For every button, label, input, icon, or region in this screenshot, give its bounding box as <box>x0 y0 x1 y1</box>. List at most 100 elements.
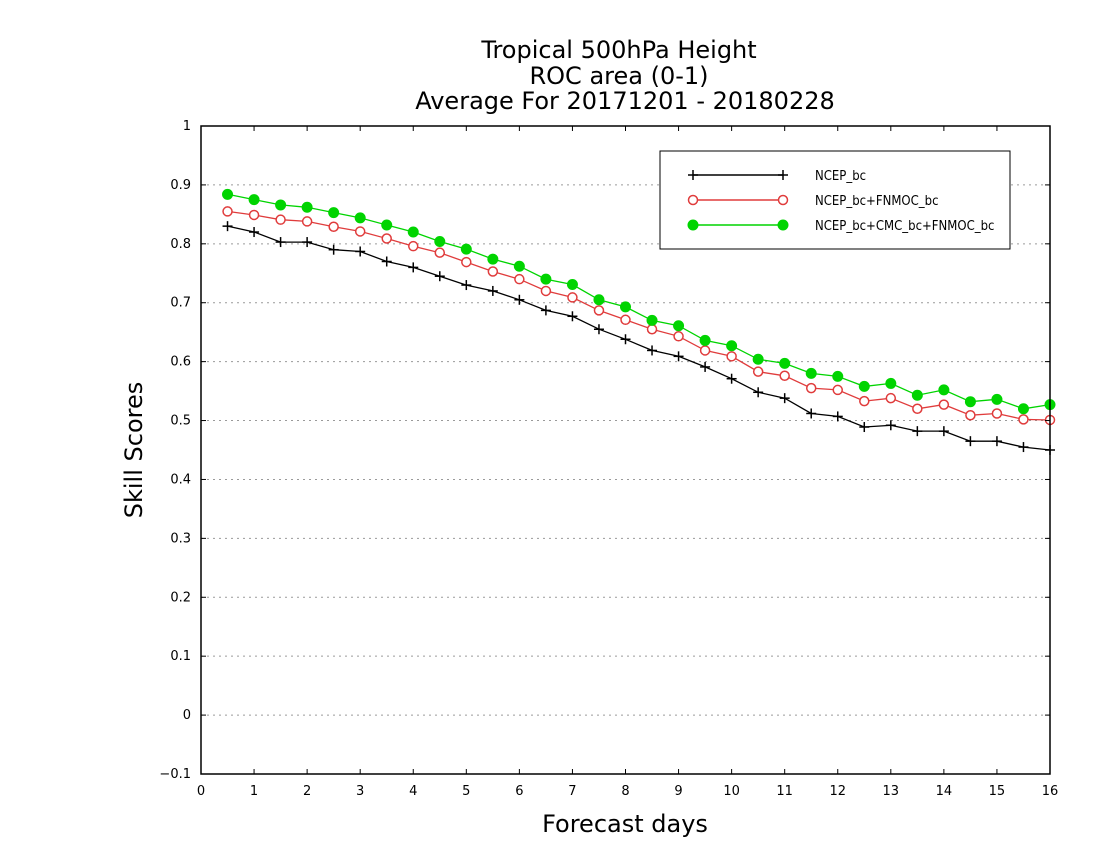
data-point <box>859 395 870 407</box>
data-point <box>381 219 393 231</box>
data-point <box>673 351 684 362</box>
x-tick-label: 0 <box>197 784 205 799</box>
data-point <box>381 256 392 267</box>
legend-marker <box>777 194 789 206</box>
data-point <box>779 370 790 382</box>
data-point <box>726 351 737 362</box>
data-point <box>355 246 366 257</box>
grid-lines <box>201 184 1050 716</box>
data-point <box>620 314 631 326</box>
x-tick-label: 5 <box>462 784 470 799</box>
data-point <box>991 436 1002 447</box>
data-point <box>593 324 604 335</box>
legend-item: NCEP_bc <box>688 169 866 184</box>
x-tick-label: 13 <box>883 784 900 799</box>
legend-marker <box>687 194 699 206</box>
series-layer <box>222 188 1056 455</box>
data-point <box>540 285 552 297</box>
data-point <box>726 340 738 352</box>
title-line-1: Tropical 500hPa Height <box>480 36 756 64</box>
y-tick-label: 0.7 <box>170 296 191 311</box>
data-point <box>805 382 817 394</box>
data-point <box>912 403 923 415</box>
x-tick-label: 16 <box>1042 784 1059 799</box>
data-point <box>434 235 446 247</box>
data-point <box>752 366 764 377</box>
x-tick-label: 2 <box>303 784 311 799</box>
data-point <box>487 253 499 265</box>
data-point <box>487 266 499 277</box>
data-point <box>275 237 286 248</box>
data-point <box>461 256 472 268</box>
data-point <box>540 273 552 285</box>
data-point <box>965 436 976 447</box>
data-point <box>779 393 790 404</box>
legend: NCEP_bc NCEP_bc+FNMOC_bc NCEP_bc+CMC_bc+FN… <box>659 150 1011 250</box>
data-point <box>752 353 764 365</box>
x-tick-label: 8 <box>621 784 629 799</box>
data-point <box>275 199 287 211</box>
data-point <box>1018 414 1029 425</box>
x-tick-label: 10 <box>723 784 740 799</box>
data-point <box>275 214 286 225</box>
y-tick-label: −0.1 <box>159 767 191 782</box>
legend-marker <box>778 170 788 180</box>
data-point <box>938 426 949 437</box>
data-point <box>673 331 684 342</box>
data-point <box>832 370 844 382</box>
y-tick-label: 1 <box>183 119 191 134</box>
data-point <box>222 188 234 200</box>
data-point <box>460 243 472 255</box>
x-tick-label: 1 <box>250 784 258 799</box>
data-point <box>301 216 313 227</box>
legend-label: NCEP_bc+FNMOC_bc <box>815 194 939 209</box>
data-point <box>753 387 764 398</box>
data-point <box>222 221 233 232</box>
data-point <box>513 260 525 272</box>
chart-title: Tropical 500hPa Height ROC area (0-1) Av… <box>415 36 835 115</box>
data-point <box>885 392 897 404</box>
data-point <box>779 357 791 369</box>
y-tick-label: 0.4 <box>170 472 191 487</box>
data-point <box>965 409 976 421</box>
data-point <box>938 384 950 396</box>
title-line-3: Average For 20171201 - 20180228 <box>415 87 835 115</box>
x-tick-label: 7 <box>568 784 576 799</box>
data-point <box>964 396 976 408</box>
x-tick-label: 14 <box>936 784 953 799</box>
y-tick-label: 0.3 <box>170 531 191 546</box>
data-point <box>885 377 897 389</box>
data-point <box>1017 403 1029 415</box>
data-point <box>699 334 711 346</box>
data-point <box>249 227 260 238</box>
data-point <box>806 408 817 419</box>
x-axis-label: Forecast days <box>542 810 708 838</box>
data-point <box>832 411 843 422</box>
x-tick-label: 3 <box>356 784 364 799</box>
data-point <box>938 399 950 410</box>
data-point <box>911 389 923 401</box>
data-point <box>620 334 631 345</box>
data-point <box>408 262 419 273</box>
data-point <box>434 247 446 258</box>
data-point <box>700 361 711 372</box>
y-axis-label: Skill Scores <box>120 382 148 519</box>
data-point <box>487 285 498 296</box>
data-point <box>407 226 419 238</box>
data-point <box>222 206 233 217</box>
data-point <box>647 345 658 356</box>
legend-marker <box>688 170 698 180</box>
data-point <box>328 207 340 219</box>
x-tick-label: 11 <box>776 784 793 799</box>
x-tick-label: 4 <box>409 784 417 799</box>
legend-marker <box>687 219 699 231</box>
legend-item: NCEP_bc+FNMOC_bc <box>687 194 939 209</box>
legend-marker <box>777 219 789 231</box>
series-2 <box>222 206 1056 426</box>
data-point <box>381 233 392 244</box>
y-tick-label: 0 <box>183 708 191 723</box>
data-point <box>805 367 817 379</box>
x-tick-label: 12 <box>829 784 846 799</box>
data-point <box>991 408 1003 419</box>
data-point <box>912 426 923 437</box>
